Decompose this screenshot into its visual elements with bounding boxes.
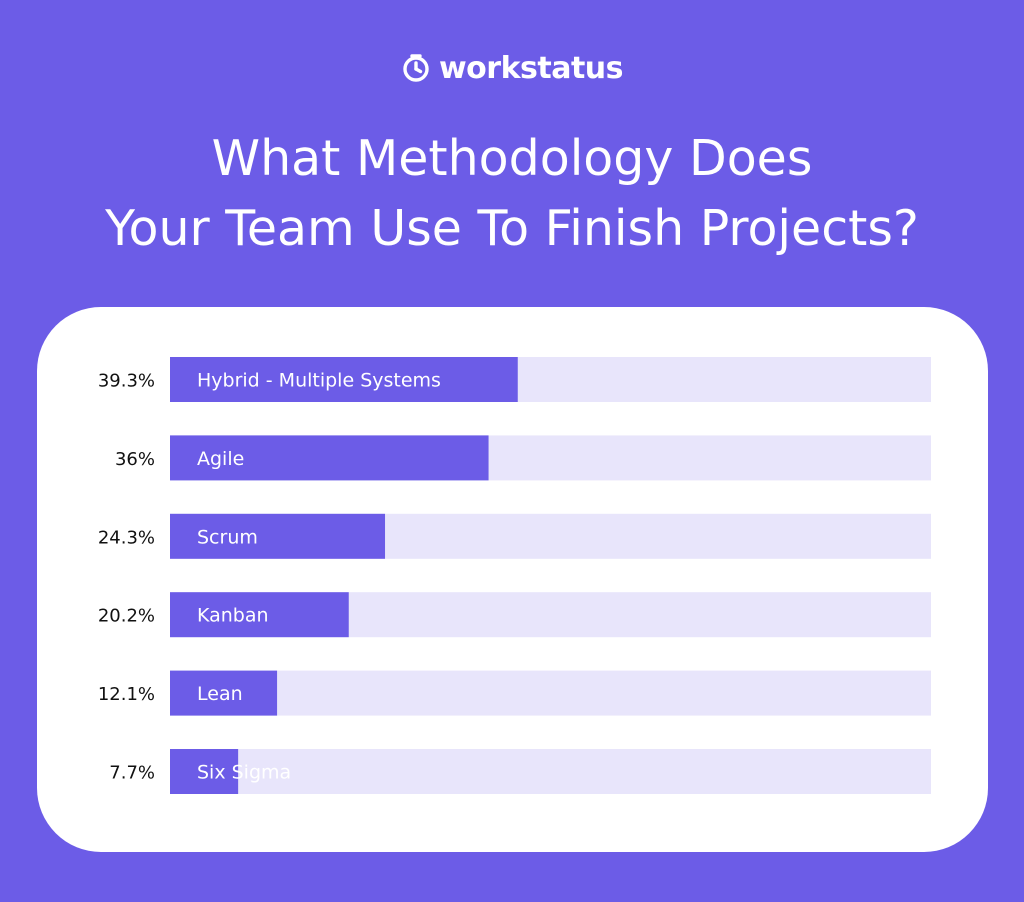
- bar-row: Scrum 24.3%: [98, 513, 931, 559]
- bar-category-label: Kanban: [197, 605, 269, 627]
- bar-row: Hybrid - Multiple Systems 39.3%: [98, 357, 931, 402]
- bar-value-label: 12.1%: [98, 684, 155, 705]
- bar-value-label: 7.7%: [109, 763, 155, 784]
- bar-value-label: 39.3%: [98, 371, 155, 392]
- chart-title: What Methodology Does Your Team Use To F…: [0, 124, 1024, 264]
- stopwatch-icon: [403, 54, 429, 82]
- bar-category-label: Scrum: [197, 526, 258, 548]
- bar-chart: Hybrid - Multiple Systems 39.3% Agile 36% Sc…: [98, 357, 931, 794]
- bar: [170, 592, 349, 638]
- bar-category-label: Hybrid - Multiple Systems: [197, 370, 441, 392]
- bar-category-label: Six Sigma: [197, 762, 291, 784]
- chart-title-line-2: Your Team Use To Finish Projects?: [105, 200, 919, 257]
- bar: [170, 513, 386, 559]
- chart-title-line-1: What Methodology Does: [211, 130, 813, 187]
- bar: [170, 670, 278, 716]
- bar: [170, 435, 489, 481]
- bar-track: [170, 670, 931, 716]
- bar: [170, 357, 518, 402]
- bar-category-label: Agile: [197, 448, 244, 470]
- chart-card: Hybrid - Multiple Systems 39.3% Agile 36% Sc…: [37, 307, 988, 852]
- bar-value-label: 36%: [115, 449, 155, 470]
- bar: [170, 749, 239, 794]
- brand-name: workstatus: [438, 50, 624, 86]
- bar-row: Six Sigma 7.7%: [109, 749, 931, 794]
- bar-category-label: Lean: [197, 683, 243, 705]
- bar-row: Agile 36%: [115, 435, 931, 481]
- bar-value-label: 20.2%: [98, 606, 155, 627]
- bar-track: [170, 749, 931, 794]
- bar-row: Lean 12.1%: [98, 670, 931, 716]
- bar-row: Kanban 20.2%: [98, 592, 931, 638]
- bar-value-label: 24.3%: [98, 527, 155, 548]
- brand-logo: workstatus: [0, 48, 1024, 88]
